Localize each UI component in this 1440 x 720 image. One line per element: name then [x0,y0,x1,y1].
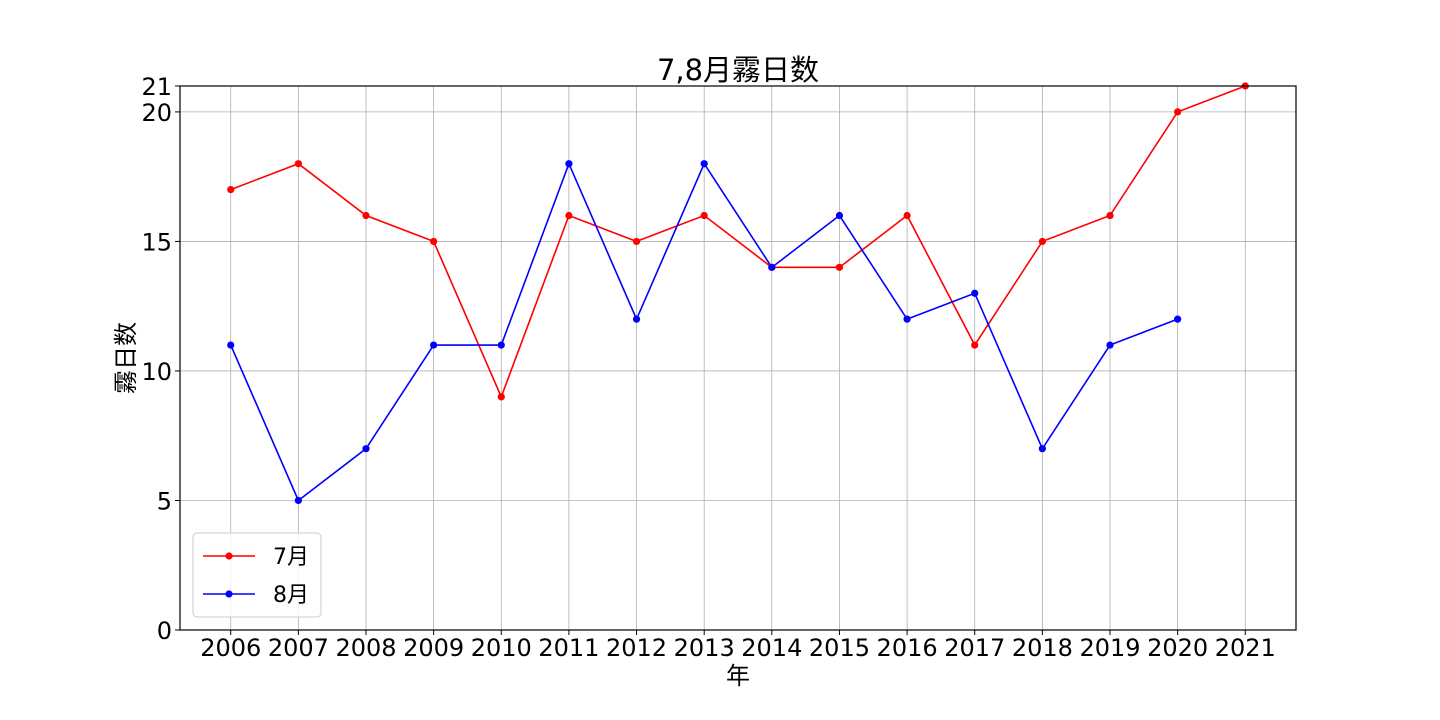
legend-marker [225,552,233,560]
grid [180,85,1296,631]
data-point [565,211,573,220]
data-point [1106,211,1114,220]
x-tick-label: 2014 [741,634,802,662]
series-line [230,85,1246,399]
data-point [1038,445,1046,453]
y-axis-label: 霧日数 [112,322,140,394]
x-tick-label: 2009 [403,634,464,662]
x-tick-label: 2006 [200,634,261,662]
x-tick-label: 2012 [606,634,667,662]
legend-label: 8月 [273,583,309,608]
data-point [971,341,979,349]
legend-marker [225,590,233,598]
x-tick-label: 2018 [1012,634,1073,662]
x-axis-label: 年 [726,662,750,690]
y-tick-label: 10 [141,358,172,386]
y-tick-label: 20 [141,99,172,127]
data-point [700,160,708,168]
data-point [903,211,911,220]
x-tick-label: 2011 [538,634,599,662]
x-tick-label: 2016 [877,634,938,662]
data-point [1174,315,1182,323]
data-point [497,393,505,401]
x-tick-label: 2020 [1147,634,1208,662]
y-tick-label: 21 [141,73,172,101]
series-2 [227,160,1182,505]
data-point [835,263,844,271]
data-point [971,289,979,297]
legend: 7月 8月 [192,532,322,618]
x-tick-label: 2008 [335,634,396,662]
chart-title: 7,8月霧日数 [657,53,819,87]
data-point [903,315,911,323]
data-point [768,263,776,271]
data-point [497,341,505,349]
x-tick-label: 2010 [471,634,532,662]
y-tick-label: 5 [157,487,172,515]
legend-label: 7月 [273,545,309,570]
data-point [700,211,708,220]
data-point [1174,108,1182,116]
data-point [835,211,844,220]
data-point [1106,341,1114,349]
data-point [632,237,641,246]
legend-item: 7月 [203,545,309,570]
data-point [294,160,302,168]
series-layer [227,82,1249,505]
data-point [227,341,235,349]
x-tick-label: 2015 [809,634,870,662]
x-tick-label: 2019 [1079,634,1140,662]
data-point [227,186,235,194]
x-tick-label: 2017 [944,634,1005,662]
data-point [632,315,641,323]
data-point [430,341,438,349]
y-tick-label: 0 [157,617,172,645]
x-tick-label: 2007 [268,634,329,662]
data-point [362,445,370,453]
y-tick-label: 15 [141,228,172,256]
legend-item: 8月 [203,583,309,608]
x-axis: 2006 2007 2008 2009 2010 2011 2012 2013 2014 2015… [200,630,1276,662]
x-tick-label: 2013 [674,634,735,662]
data-point [565,160,573,168]
x-tick-label: 2021 [1215,634,1276,662]
y-axis: 0 5 10 15 2021 [141,73,180,645]
plot-frame [179,85,1297,631]
data-point [294,496,302,505]
data-point [430,237,438,246]
legend-frame [192,532,322,618]
data-point [362,211,370,220]
data-point [1038,237,1046,246]
